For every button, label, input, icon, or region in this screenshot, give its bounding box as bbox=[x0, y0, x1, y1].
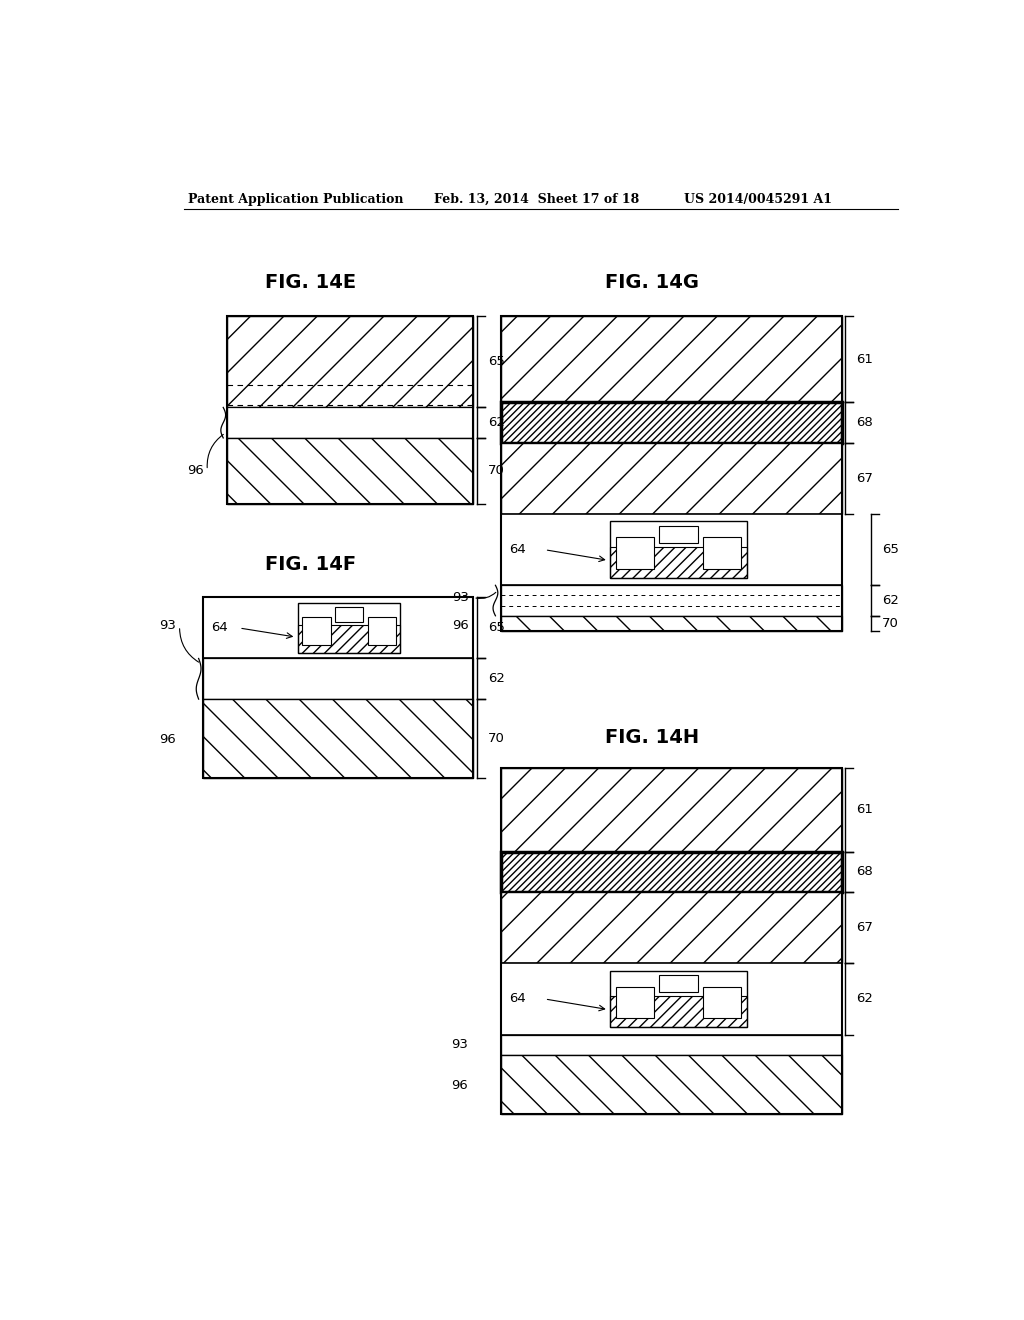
Bar bbox=[227, 315, 473, 408]
Bar bbox=[501, 444, 842, 515]
Text: 68: 68 bbox=[856, 866, 873, 878]
Bar bbox=[610, 546, 746, 578]
Text: 62: 62 bbox=[488, 672, 505, 685]
Bar bbox=[610, 521, 746, 578]
Bar bbox=[501, 403, 842, 444]
Bar bbox=[501, 515, 842, 585]
Text: 96: 96 bbox=[186, 463, 204, 477]
Bar bbox=[501, 1055, 842, 1114]
Bar bbox=[227, 438, 473, 504]
Bar bbox=[368, 618, 396, 644]
Text: 93: 93 bbox=[451, 1039, 468, 1051]
Bar bbox=[501, 315, 842, 403]
Bar bbox=[501, 585, 842, 615]
Bar bbox=[615, 537, 654, 569]
Text: 65: 65 bbox=[488, 355, 505, 368]
Bar bbox=[204, 598, 473, 779]
Text: FIG. 14H: FIG. 14H bbox=[605, 729, 698, 747]
Bar bbox=[659, 525, 697, 543]
Text: 62: 62 bbox=[488, 416, 505, 429]
Bar bbox=[204, 598, 473, 659]
Bar bbox=[204, 659, 473, 700]
Bar bbox=[227, 315, 473, 504]
Bar bbox=[501, 768, 842, 851]
Text: 64: 64 bbox=[509, 993, 525, 1006]
Text: 70: 70 bbox=[488, 465, 505, 478]
Text: 96: 96 bbox=[453, 619, 469, 632]
Text: 70: 70 bbox=[882, 616, 899, 630]
Bar bbox=[204, 700, 473, 779]
Text: Feb. 13, 2014  Sheet 17 of 18: Feb. 13, 2014 Sheet 17 of 18 bbox=[433, 193, 639, 206]
Text: 61: 61 bbox=[856, 352, 873, 366]
Bar bbox=[335, 607, 364, 622]
Text: Patent Application Publication: Patent Application Publication bbox=[187, 193, 403, 206]
Text: 93: 93 bbox=[159, 619, 176, 632]
Text: 67: 67 bbox=[856, 921, 873, 935]
Text: FIG. 14E: FIG. 14E bbox=[265, 273, 356, 292]
Bar bbox=[615, 987, 654, 1018]
Bar bbox=[227, 408, 473, 438]
Bar bbox=[501, 892, 842, 964]
Text: 65: 65 bbox=[488, 622, 505, 635]
Text: 96: 96 bbox=[451, 1078, 468, 1092]
Text: 64: 64 bbox=[509, 544, 525, 556]
Text: 62: 62 bbox=[856, 993, 873, 1006]
Text: US 2014/0045291 A1: US 2014/0045291 A1 bbox=[684, 193, 831, 206]
Bar bbox=[610, 997, 746, 1027]
Bar bbox=[501, 615, 842, 631]
Text: FIG. 14G: FIG. 14G bbox=[605, 273, 698, 292]
Text: 67: 67 bbox=[856, 473, 873, 484]
Bar bbox=[659, 974, 697, 991]
Bar bbox=[501, 964, 842, 1035]
Text: 62: 62 bbox=[882, 594, 899, 607]
Bar bbox=[610, 970, 746, 1027]
Bar bbox=[298, 603, 400, 653]
Text: 96: 96 bbox=[159, 734, 176, 746]
Text: 61: 61 bbox=[856, 804, 873, 816]
Bar bbox=[703, 537, 741, 569]
Bar bbox=[703, 987, 741, 1018]
Bar bbox=[298, 626, 400, 653]
Text: 68: 68 bbox=[856, 416, 873, 429]
Text: FIG. 14F: FIG. 14F bbox=[265, 556, 356, 574]
Text: 93: 93 bbox=[453, 591, 469, 605]
Bar bbox=[501, 1035, 842, 1055]
Text: 64: 64 bbox=[211, 622, 228, 635]
Text: 65: 65 bbox=[882, 544, 899, 556]
Bar bbox=[302, 618, 331, 644]
Bar bbox=[501, 315, 842, 631]
Text: 70: 70 bbox=[488, 733, 505, 746]
Bar bbox=[501, 768, 842, 1114]
Bar bbox=[501, 851, 842, 892]
